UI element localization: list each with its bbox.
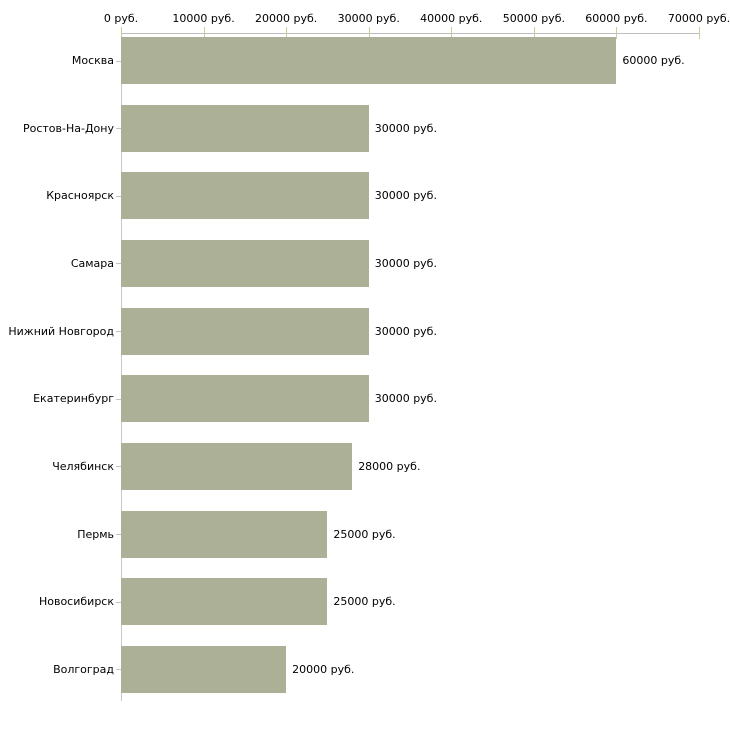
- x-axis-tick: [203, 27, 205, 39]
- category-label: Ростов-На-Дону: [22, 121, 114, 135]
- bar: [121, 375, 369, 423]
- x-axis-line: [121, 33, 699, 34]
- value-label: 30000 руб.: [374, 189, 437, 203]
- category-label: Самара: [70, 256, 114, 270]
- category-tick: [116, 398, 121, 400]
- category-label: Екатеринбург: [33, 392, 114, 406]
- value-label: 30000 руб.: [374, 324, 437, 338]
- category-label: Красноярск: [46, 189, 114, 203]
- x-axis-tick: [699, 27, 700, 39]
- value-label: 30000 руб.: [374, 121, 437, 135]
- value-label: 60000 руб.: [622, 54, 685, 67]
- category-label: Пермь: [77, 527, 114, 541]
- x-axis-tick-label: 0 руб.: [103, 12, 139, 25]
- x-axis-tick-label: 10000 руб.: [172, 12, 235, 25]
- bar: [121, 239, 369, 287]
- bar: [121, 307, 369, 355]
- category-tick: [116, 534, 121, 536]
- category-label: Новосибирск: [38, 595, 114, 609]
- category-tick: [116, 128, 121, 130]
- category-tick: [116, 669, 121, 671]
- x-axis-tick: [121, 27, 122, 39]
- category-tick: [116, 60, 121, 62]
- x-axis-tick-label: 40000 руб.: [420, 12, 483, 25]
- x-axis-tick: [286, 27, 288, 39]
- category-tick: [116, 466, 121, 468]
- x-axis-tick-label: 20000 руб.: [255, 12, 318, 25]
- category-tick: [116, 195, 121, 197]
- value-label: 30000 руб.: [374, 256, 437, 270]
- x-axis-tick: [533, 27, 535, 39]
- y-axis-line: [121, 33, 122, 701]
- category-tick: [116, 331, 121, 333]
- value-label: 28000 руб.: [358, 459, 421, 473]
- category-label: Челябинск: [52, 459, 114, 473]
- bar: [121, 578, 328, 626]
- category-label: Волгоград: [53, 662, 114, 676]
- x-axis-tick: [451, 27, 453, 39]
- value-label: 20000 руб.: [292, 662, 355, 676]
- value-label: 25000 руб.: [333, 527, 396, 541]
- x-axis-tick-label: 50000 руб.: [502, 12, 565, 25]
- x-axis-tick-label: 30000 руб.: [337, 12, 400, 25]
- bar: [121, 510, 328, 558]
- x-axis-tick: [368, 27, 370, 39]
- x-axis-tick-label: 60000 руб.: [585, 12, 648, 25]
- category-label: Нижний Новгород: [8, 324, 114, 338]
- bar: [121, 645, 287, 693]
- bar: [121, 104, 369, 152]
- category-label: Москва: [71, 54, 114, 67]
- value-label: 30000 руб.: [374, 392, 437, 406]
- category-tick: [116, 601, 121, 603]
- bar: [121, 37, 617, 84]
- x-axis-tick: [616, 27, 618, 39]
- bar: [121, 442, 353, 490]
- value-label: 25000 руб.: [333, 595, 396, 609]
- x-axis-tick-label: 70000 руб.: [667, 12, 730, 25]
- bar: [121, 172, 369, 220]
- category-tick: [116, 263, 121, 265]
